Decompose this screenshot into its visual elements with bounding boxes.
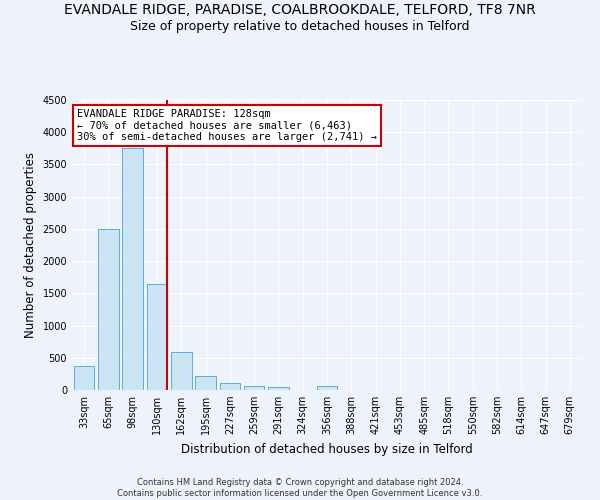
Text: Contains HM Land Registry data © Crown copyright and database right 2024.
Contai: Contains HM Land Registry data © Crown c… xyxy=(118,478,482,498)
Bar xyxy=(220,383,240,390)
Text: Distribution of detached houses by size in Telford: Distribution of detached houses by size … xyxy=(181,442,473,456)
Text: EVANDALE RIDGE, PARADISE, COALBROOKDALE, TELFORD, TF8 7NR: EVANDALE RIDGE, PARADISE, COALBROOKDALE,… xyxy=(64,2,536,16)
Bar xyxy=(317,386,337,390)
Bar xyxy=(98,229,119,390)
Bar xyxy=(195,376,216,390)
Text: Size of property relative to detached houses in Telford: Size of property relative to detached ho… xyxy=(130,20,470,33)
Text: EVANDALE RIDGE PARADISE: 128sqm
← 70% of detached houses are smaller (6,463)
30%: EVANDALE RIDGE PARADISE: 128sqm ← 70% of… xyxy=(77,108,377,142)
Bar xyxy=(146,284,167,390)
Bar xyxy=(122,148,143,390)
Bar xyxy=(268,387,289,390)
Bar xyxy=(74,366,94,390)
Y-axis label: Number of detached properties: Number of detached properties xyxy=(24,152,37,338)
Bar xyxy=(244,386,265,390)
Bar xyxy=(171,352,191,390)
